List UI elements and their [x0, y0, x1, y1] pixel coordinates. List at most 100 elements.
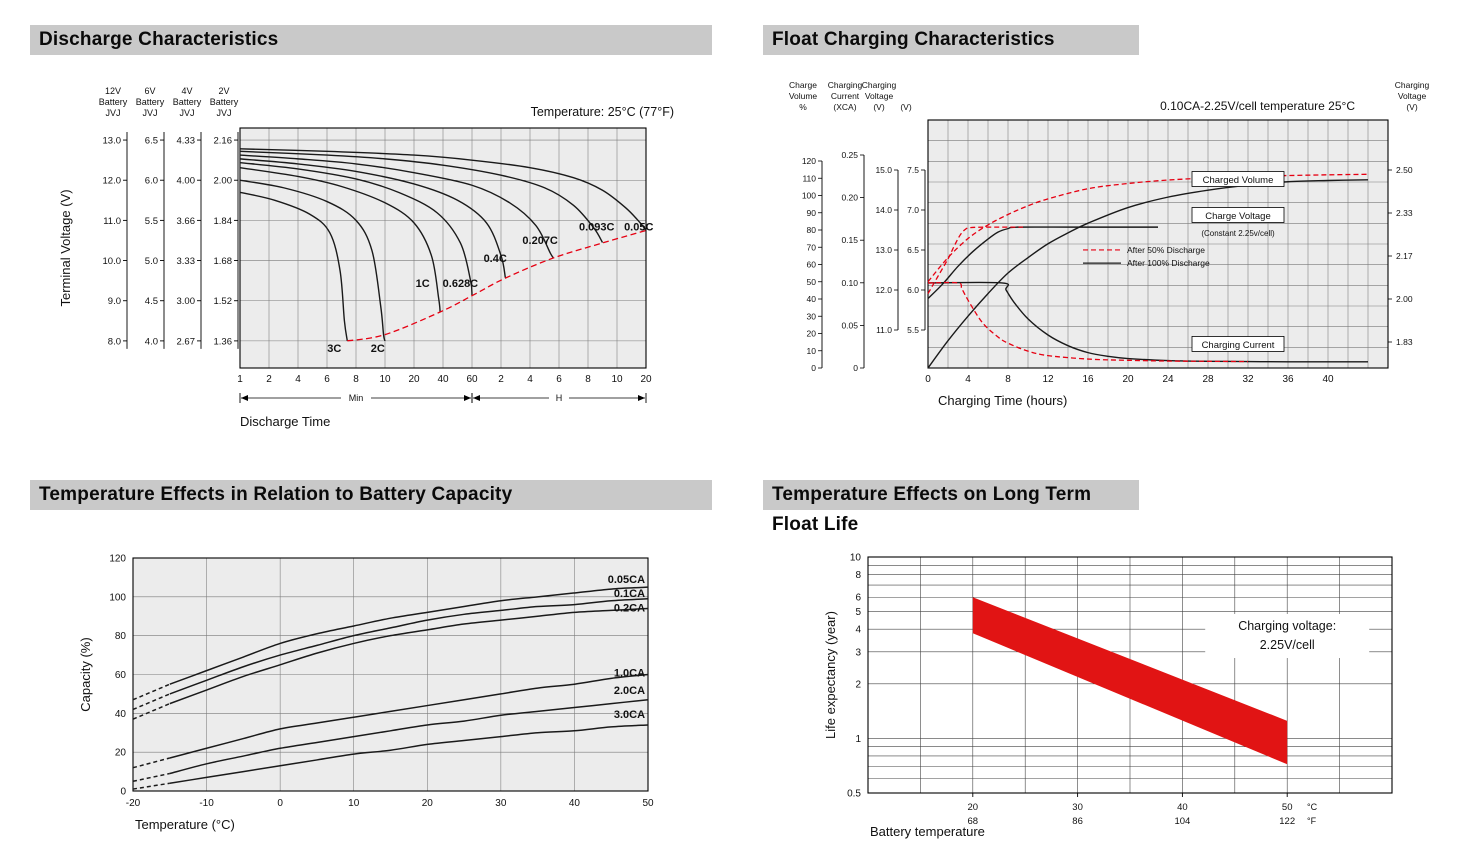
svg-text:13.0: 13.0 — [103, 136, 122, 147]
svg-text:1.52: 1.52 — [214, 296, 233, 307]
svg-text:70: 70 — [807, 242, 817, 252]
svg-text:JVJ: JVJ — [105, 108, 120, 118]
svg-text:30: 30 — [1072, 802, 1083, 813]
svg-text:(Constant 2.25v/cell): (Constant 2.25v/cell) — [1201, 229, 1275, 238]
svg-text:6.0: 6.0 — [907, 285, 919, 295]
svg-text:30: 30 — [495, 798, 507, 809]
svg-text:10.0: 10.0 — [103, 256, 122, 267]
section-title-float-charging: Float Charging Characteristics — [772, 29, 1055, 50]
x-axis: 1 2 4 6 8 10 20 40 60 2 4 6 8 10 20 Min H Discharge Time — [237, 374, 652, 429]
y-axis-title: Terminal Voltage (V) — [58, 189, 73, 306]
svg-text:2.00: 2.00 — [1396, 294, 1413, 304]
svg-text:Battery: Battery — [136, 97, 165, 107]
float-life-chart: Charging voltage:2.25V/cell1086543210.52… — [823, 553, 1393, 839]
annotation: Charging voltage: 2.25V/cell — [1205, 614, 1370, 658]
float-charging-chart: 1201101009080706050403020100ChargeVolume… — [789, 80, 1430, 408]
svg-text:8: 8 — [1005, 374, 1011, 385]
svg-text:50: 50 — [807, 277, 817, 287]
series-1C — [239, 166, 441, 312]
svg-text:40: 40 — [569, 798, 581, 809]
svg-text:0.20: 0.20 — [841, 193, 858, 203]
svg-text:9.0: 9.0 — [108, 296, 121, 307]
svg-text:40: 40 — [807, 294, 817, 304]
series-charging-current-50 — [927, 281, 1249, 363]
svg-text:0.05C: 0.05C — [624, 221, 653, 233]
svg-text:%: % — [799, 102, 807, 112]
svg-text:110: 110 — [802, 173, 816, 183]
svg-text:0.1CA: 0.1CA — [614, 588, 645, 600]
series-0.05CA — [169, 586, 649, 685]
svg-text:20: 20 — [408, 374, 420, 385]
svg-text:4: 4 — [295, 374, 301, 385]
series-0.4C — [239, 158, 507, 278]
svg-text:40: 40 — [1177, 802, 1188, 813]
series-3.0CA-dashed — [132, 782, 170, 790]
svg-text:0.2CA: 0.2CA — [614, 602, 645, 614]
section-title-temperature-capacity: Temperature Effects in Relation to Batte… — [39, 484, 513, 505]
svg-text:0.628C: 0.628C — [443, 278, 479, 290]
svg-text:8: 8 — [585, 374, 591, 385]
svg-text:2.17: 2.17 — [1396, 251, 1413, 261]
svg-text:JVJ: JVJ — [142, 108, 157, 118]
temperature-note: Temperature: 25°C (77°F) — [531, 105, 674, 119]
svg-text:11.0: 11.0 — [876, 325, 892, 335]
svg-text:6V: 6V — [144, 86, 155, 96]
svg-text:(V): (V) — [900, 102, 912, 112]
section-header-discharge: Discharge Characteristics — [30, 25, 712, 55]
svg-text:6: 6 — [855, 593, 861, 604]
svg-text:2.00: 2.00 — [214, 176, 233, 187]
svg-text:0.15: 0.15 — [841, 235, 858, 245]
svg-text:2.33: 2.33 — [1396, 208, 1413, 218]
svg-text:12.0: 12.0 — [103, 176, 122, 187]
svg-text:Battery: Battery — [99, 97, 128, 107]
svg-text:8: 8 — [353, 374, 359, 385]
svg-text:Charging Time (hours): Charging Time (hours) — [938, 393, 1067, 408]
x-axis-title: Temperature (°C) — [135, 817, 235, 832]
svg-text:10: 10 — [348, 798, 360, 809]
svg-text:0.5: 0.5 — [847, 789, 861, 800]
svg-text:6.5: 6.5 — [907, 245, 919, 255]
svg-text:2: 2 — [855, 679, 861, 690]
svg-text:12.0: 12.0 — [875, 285, 892, 295]
series-0.093C — [239, 150, 604, 243]
svg-text:Battery: Battery — [173, 97, 202, 107]
svg-text:JVJ: JVJ — [179, 108, 194, 118]
section-header-temperature-capacity: Temperature Effects in Relation to Batte… — [30, 480, 712, 510]
svg-text:20: 20 — [640, 374, 652, 385]
legend: After 50% Discharge After 100% Discharge — [1083, 245, 1210, 268]
svg-text:Voltage: Voltage — [1398, 91, 1427, 101]
svg-text:10: 10 — [379, 374, 391, 385]
section-title-discharge: Discharge Characteristics — [39, 29, 279, 50]
svg-text:120: 120 — [109, 554, 126, 565]
series-charging-current-100 — [927, 281, 1368, 363]
svg-text:Battery temperature: Battery temperature — [870, 824, 985, 839]
svg-text:Life expectancy (year): Life expectancy (year) — [823, 611, 838, 739]
svg-text:7.5: 7.5 — [907, 165, 919, 175]
svg-text:1.0CA: 1.0CA — [614, 667, 645, 679]
cutoff-line — [347, 229, 647, 342]
svg-text:0: 0 — [277, 798, 283, 809]
y-axis-title: Life expectancy (year) — [823, 611, 838, 739]
svg-text:4: 4 — [965, 374, 971, 385]
series — [927, 173, 1369, 369]
svg-text:80: 80 — [115, 631, 127, 642]
svg-text:12: 12 — [1042, 374, 1054, 385]
svg-text:5.5: 5.5 — [145, 216, 158, 227]
svg-text:20: 20 — [422, 798, 434, 809]
svg-text:0.05: 0.05 — [841, 320, 858, 330]
svg-text:H: H — [556, 393, 563, 403]
series: 0.05CA 0.1CA 0.2CA 1.0CA 2.0CA 3.0CA — [132, 574, 649, 790]
svg-text:Charging voltage:: Charging voltage: — [1238, 619, 1336, 633]
svg-text:1.36: 1.36 — [214, 336, 233, 347]
discharge-characteristics-chart: 13.012.011.010.09.08.012VBatteryJVJ6.56.… — [58, 86, 674, 429]
svg-text:3.00: 3.00 — [177, 296, 196, 307]
svg-text:1C: 1C — [416, 278, 430, 290]
svg-text:1.83: 1.83 — [1396, 337, 1413, 347]
svg-text:4.0: 4.0 — [145, 336, 158, 347]
svg-text:24: 24 — [1162, 374, 1174, 385]
svg-text:Battery: Battery — [210, 97, 239, 107]
left-axes: 1201101009080706050403020100ChargeVolume… — [789, 80, 926, 373]
